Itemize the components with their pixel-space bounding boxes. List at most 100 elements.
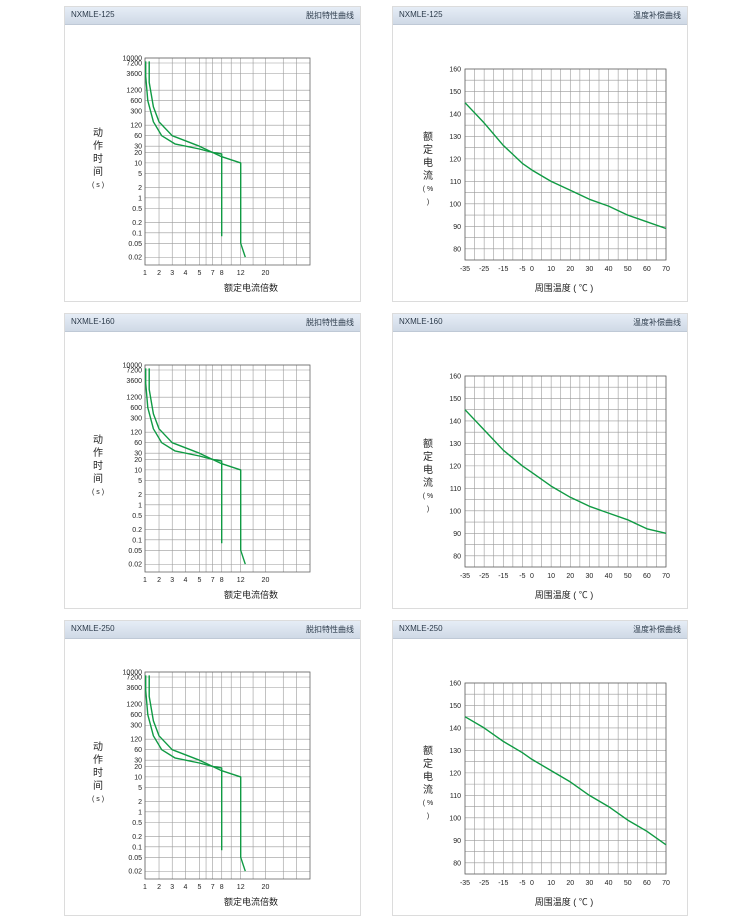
y-tick-label: 0.1 [132,230,142,237]
x-tick-label: 5 [197,270,201,277]
plot-frame [144,671,311,880]
y-tick-label: 5 [138,785,142,792]
x-tick-label: 30 [586,880,594,887]
temp-curve-panel: NXMLE-250 温度补偿曲线 160 150 140 130 120 110 100 90… [392,620,688,916]
y-tick-label: 0.2 [132,220,142,227]
y-tick-label: 160 [449,374,461,381]
x-tick-label: 5 [197,577,201,584]
x-tick-label: 2 [157,270,161,277]
x-tick-label: 1 [143,270,147,277]
y-tick-label: 110 [450,486,461,493]
chart-kind-label: 温度补偿曲线 [633,318,681,327]
plot-frame [144,364,311,573]
panel-header: NXMLE-160 温度补偿曲线 [393,314,687,332]
min-trip-curve [144,61,223,237]
model-label: NXMLE-160 [399,317,443,326]
x-tick-label: 60 [643,266,651,273]
x-tick-label: 12 [237,270,245,277]
y-tick-label: 150 [449,396,461,403]
y-tick-label: 0.5 [132,206,142,213]
y-tick-label: 3600 [126,378,142,385]
x-tick-label: 70 [662,573,670,580]
gridlines [144,671,310,879]
x-tick-label: -35 [460,880,470,887]
x-tick-label: 70 [662,880,670,887]
y-tick-label: 300 [130,416,142,423]
x-tick-label: 0 [530,266,534,273]
y-tick-label: 5 [138,171,142,178]
y-tick-label: 120 [130,430,142,437]
y-tick-label: 130 [449,134,461,141]
y-tick-label: 160 [449,67,461,74]
temp-chart: 160 150 140 130 120 110 100 90 80 -35 -25 -15 -5 0 10 2… [449,681,670,888]
y-tick-label: 80 [453,860,461,867]
y-tick-label: 120 [130,737,142,744]
y-tick-label: 10000 [123,670,143,677]
y-tick-label: 1 [138,195,142,202]
panel-header: NXMLE-125 温度补偿曲线 [393,7,687,25]
panel-header: NXMLE-250 脱扣特性曲线 [65,621,360,639]
y-axis-title: 额定 电流 ( % ) [422,746,434,820]
x-tick-label: 12 [237,884,245,891]
y-tick-label: 90 [453,531,461,538]
y-tick-label: 3600 [126,71,142,78]
compensation-curve [464,716,667,846]
x-tick-label: 8 [220,577,224,584]
x-tick-label: -5 [519,266,525,273]
x-tick-label: 30 [586,266,594,273]
y-tick-label: 120 [449,770,461,777]
y-tick-label: 120 [449,463,461,470]
x-tick-label: 12 [237,577,245,584]
x-tick-label: 8 [220,884,224,891]
trip-chart: 10000720036001200600300120603020105210.5… [123,56,311,277]
x-tick-label: 1 [143,577,147,584]
y-tick-label: 1200 [126,88,142,95]
y-tick-label: 2 [138,185,142,192]
y-tick-label: 2 [138,492,142,499]
y-axis-title: 额定 电流 ( % ) [422,132,434,206]
x-tick-label: 7 [211,884,215,891]
x-tick-label: -15 [498,266,508,273]
y-tick-label: 1 [138,502,142,509]
x-tick-label: 40 [605,880,613,887]
x-tick-label: 10 [547,880,555,887]
y-tick-label: 600 [130,98,142,105]
max-trip-curve [148,61,246,258]
y-axis-title: 动作 时间 ( s ) [91,435,105,496]
y-tick-label: 10 [134,160,142,167]
y-tick-label: 150 [449,703,461,710]
x-tick-label: 5 [197,884,201,891]
x-tick-label: 20 [262,884,270,891]
y-tick-label: 300 [130,723,142,730]
model-label: NXMLE-250 [71,624,115,633]
y-tick-label: 600 [130,712,142,719]
trip-curve-panel: NXMLE-250 脱扣特性曲线 10000 7200 3600 1200 600 300… [64,620,361,916]
x-tick-label: 20 [566,266,574,273]
y-tick-label: 30 [134,758,142,765]
plot-frame [144,57,311,266]
y-tick-label: 10 [134,774,142,781]
min-trip-curve [144,368,223,544]
y-tick-label: 10000 [123,363,143,370]
y-tick-label: 7200 [126,367,142,374]
y-tick-label: 0.1 [132,844,142,851]
x-axis-title: 周围温度 ( ℃ ) [534,283,594,293]
x-tick-label: 30 [586,573,594,580]
y-tick-label: 0.02 [128,255,142,262]
y-tick-label: 0.05 [128,855,142,862]
y-tick-label: 90 [453,838,461,845]
y-tick-label: 60 [134,133,142,140]
compensation-curve [464,409,667,534]
panel-header: NXMLE-125 脱扣特性曲线 [65,7,360,25]
y-tick-label: 0.02 [128,562,142,569]
gridlines [464,68,667,261]
gridlines [144,57,310,265]
y-tick-label: 2 [138,799,142,806]
y-tick-label: 110 [450,179,461,186]
y-tick-label: 160 [449,681,461,688]
temp-curve-panel: NXMLE-125 温度补偿曲线 160 150 140 130 120 110 100 90… [392,6,688,302]
plot-frame [464,682,667,875]
x-tick-label: -25 [479,880,489,887]
min-trip-curve [144,675,223,851]
y-tick-label: 90 [453,224,461,231]
